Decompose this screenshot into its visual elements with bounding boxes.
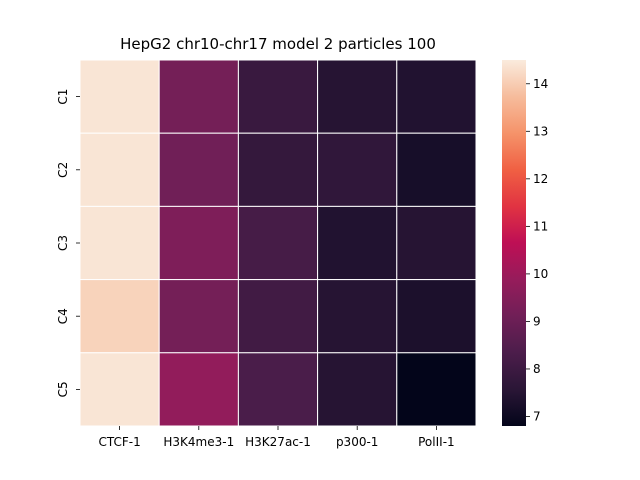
heatmap-cell-C5-H3K27ac-1 — [237, 352, 319, 427]
y-tick-labels: C1 C2 C3 C4 C5 — [56, 89, 80, 397]
x-tick-label: PolII-1 — [418, 435, 455, 449]
y-tick-label: C2 — [56, 162, 70, 178]
colorbar-tick-label: 10 — [533, 267, 548, 281]
heatmap-cell-C1-H3K27ac-1 — [237, 59, 319, 134]
heatmap-cell-C1-PolII-1 — [396, 59, 477, 134]
heatmap-cell-C4-PolII-1 — [396, 279, 477, 354]
heatmap-cell-C2-H3K27ac-1 — [237, 132, 319, 207]
heatmap-cell-C1-CTCF-1 — [79, 59, 160, 134]
colorbar-tick-label: 13 — [533, 124, 548, 138]
heatmap-cell-C5-PolII-1 — [396, 352, 477, 427]
colorbar-tick-label: 12 — [533, 172, 548, 186]
heatmap-cell-C3-p300-1 — [317, 205, 398, 281]
y-tick-label: C4 — [56, 308, 70, 324]
heatmap-cell-C3-CTCF-1 — [79, 205, 160, 281]
heatmap-cell-C3-PolII-1 — [396, 205, 477, 281]
y-tick-label: C5 — [56, 381, 70, 397]
heatmap-cell-C5-p300-1 — [317, 352, 398, 427]
heatmap-cell-C5-H3K4me3-1 — [158, 352, 239, 427]
x-tick-label: H3K4me3-1 — [163, 435, 234, 449]
y-tick-label: C3 — [56, 235, 70, 251]
x-tick-label: p300-1 — [336, 435, 379, 449]
heatmap-cell-C4-p300-1 — [317, 279, 398, 354]
heatmap-cell-C5-CTCF-1 — [79, 352, 160, 427]
heatmap-cell-C4-H3K4me3-1 — [158, 279, 239, 354]
colorbar-tick-label: 14 — [533, 77, 548, 91]
heatmap-cell-C2-p300-1 — [317, 132, 398, 207]
colorbar-ticks: 7 8 9 10 11 12 13 14 — [526, 77, 548, 423]
heatmap-cell-C2-PolII-1 — [396, 132, 477, 207]
heatmap-cell-C4-H3K27ac-1 — [237, 279, 319, 354]
x-tick-label: CTCF-1 — [98, 435, 140, 449]
heatmap-cell-C3-H3K4me3-1 — [158, 205, 239, 281]
chart-title: HepG2 chr10-chr17 model 2 particles 100 — [120, 35, 436, 53]
colorbar-tick-label: 9 — [533, 314, 541, 328]
x-tick-labels: CTCF-1 H3K4me3-1 H3K27ac-1 p300-1 PolII-1 — [98, 426, 455, 449]
heatmap-cells — [79, 59, 477, 427]
heatmap-cell-C4-CTCF-1 — [79, 279, 160, 354]
colorbar-tick-label: 8 — [533, 362, 541, 376]
heatmap-cell-C1-H3K4me3-1 — [158, 59, 239, 134]
heatmap-cell-C1-p300-1 — [317, 59, 398, 134]
y-tick-label: C1 — [56, 89, 70, 105]
colorbar-tick-label: 11 — [533, 219, 548, 233]
heatmap-cell-C2-H3K4me3-1 — [158, 132, 239, 207]
colorbar — [502, 60, 526, 426]
heatmap-cell-C3-H3K27ac-1 — [237, 205, 319, 281]
x-tick-label: H3K27ac-1 — [245, 435, 311, 449]
colorbar-tick-label: 7 — [533, 409, 541, 423]
heatmap-cell-C2-CTCF-1 — [79, 132, 160, 207]
